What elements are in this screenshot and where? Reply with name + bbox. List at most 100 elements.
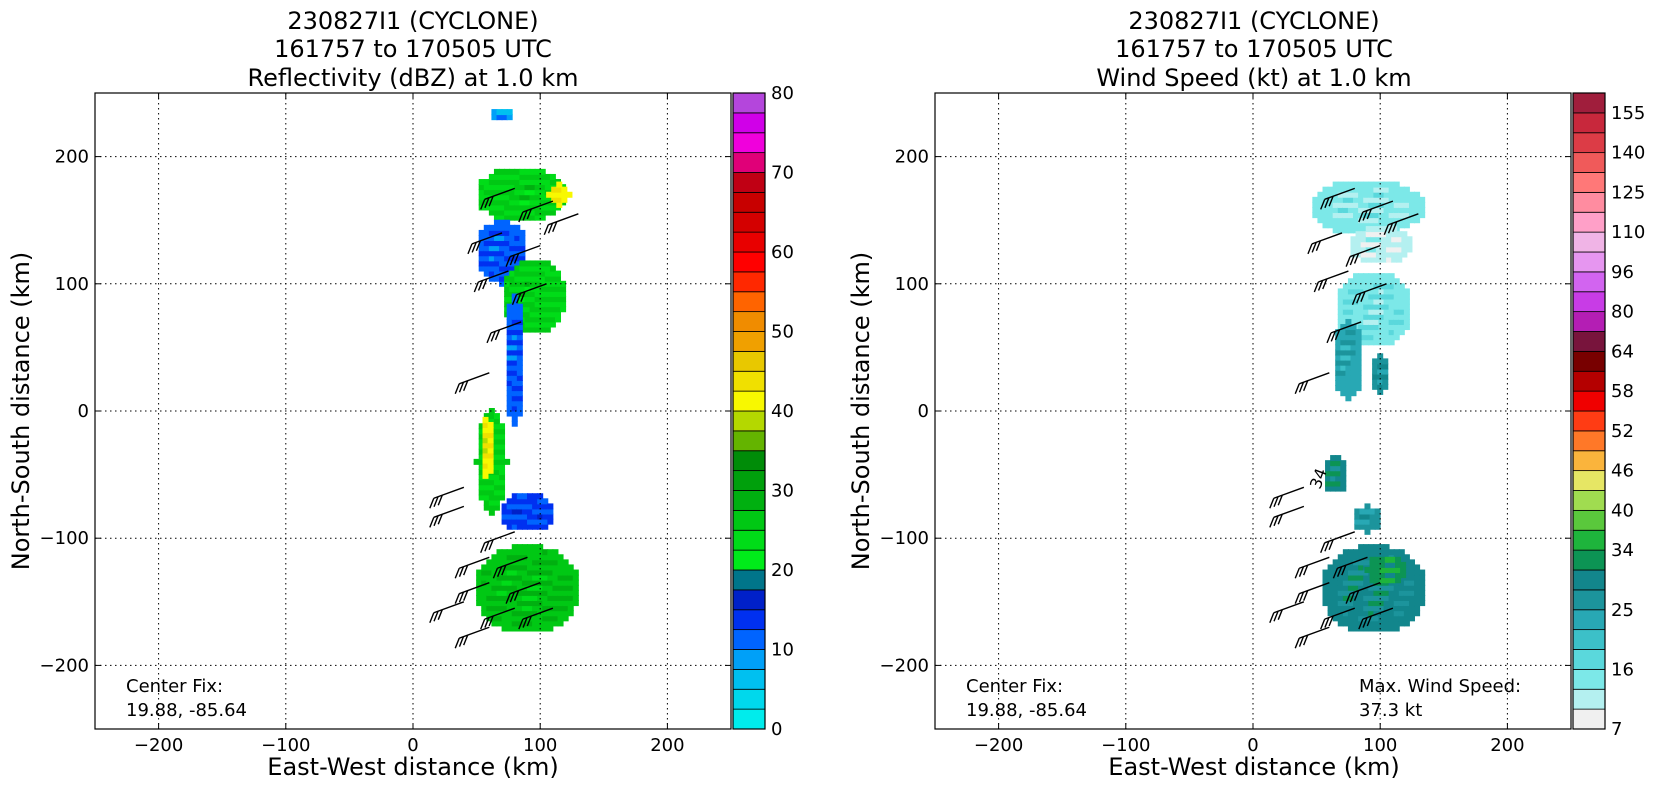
field-cell — [1398, 594, 1405, 601]
field-cell — [524, 316, 531, 323]
field-cell — [511, 349, 518, 356]
field-cell — [514, 184, 521, 191]
field-cell — [1414, 574, 1421, 581]
field-cell — [1353, 564, 1360, 571]
field-cell — [488, 204, 495, 211]
field-cell — [1358, 544, 1365, 551]
field-cell — [511, 579, 518, 586]
field-cell — [537, 549, 544, 556]
colorbar-segment — [732, 470, 766, 491]
field-cell — [1353, 600, 1360, 607]
field-cell — [529, 311, 536, 318]
field-cell — [555, 285, 562, 292]
field-cell — [539, 189, 546, 196]
field-cell — [1395, 572, 1402, 579]
field-cell — [509, 184, 516, 191]
field-cell — [1378, 313, 1385, 320]
field-cell — [529, 306, 536, 313]
field-cell — [1335, 460, 1342, 467]
field-cell — [509, 280, 516, 287]
field-cell — [1375, 226, 1382, 233]
field-cell — [1419, 196, 1426, 203]
field-cell — [493, 448, 500, 455]
field-cell — [1373, 584, 1380, 591]
field-cell — [1403, 600, 1410, 607]
field-cell — [1337, 191, 1344, 198]
field-cell — [1374, 523, 1381, 530]
field-cell — [1337, 308, 1344, 315]
field-cell — [483, 245, 490, 252]
field-cell — [1353, 196, 1360, 203]
field-cell — [1342, 554, 1349, 561]
field-cell — [532, 513, 539, 520]
field-cell — [1337, 186, 1344, 193]
field-cell — [506, 380, 513, 387]
field-cell — [1355, 231, 1362, 238]
field-cell — [1373, 589, 1380, 596]
field-cell — [504, 224, 511, 231]
colorbar-segment — [1572, 629, 1606, 650]
field-cell — [501, 554, 508, 561]
field-cell — [488, 499, 495, 506]
field-cell — [506, 318, 513, 325]
field-cell — [1350, 334, 1357, 341]
field-cell — [1388, 273, 1395, 280]
field-cell — [481, 584, 488, 591]
field-cell — [534, 179, 541, 186]
field-cell — [481, 610, 488, 617]
field-blob — [1325, 455, 1347, 492]
field-cell — [1340, 364, 1347, 371]
field-cell — [547, 600, 554, 607]
field-cell — [496, 584, 503, 591]
field-cell — [1355, 246, 1362, 253]
field-cell — [488, 224, 495, 231]
field-cell — [1388, 303, 1395, 310]
field-cell — [506, 395, 513, 402]
field-cell — [1368, 196, 1375, 203]
field-cell — [1332, 579, 1339, 586]
field-cell — [1414, 600, 1421, 607]
field-cell — [1383, 620, 1390, 627]
field-cell — [552, 579, 559, 586]
field-cell — [534, 260, 541, 267]
field-cell — [519, 245, 526, 252]
field-cell — [524, 285, 531, 292]
field-cell — [1409, 594, 1415, 601]
field-cell — [1350, 339, 1357, 346]
field-cell — [504, 173, 511, 180]
field-cell — [1350, 251, 1357, 258]
field-cell — [499, 423, 506, 430]
field-cell — [1365, 231, 1372, 238]
field-cell — [488, 504, 495, 511]
field-cell — [1347, 574, 1354, 581]
field-cell — [516, 600, 523, 607]
field-cell — [1342, 181, 1349, 188]
field-cell — [1383, 610, 1390, 617]
field-cell — [562, 600, 569, 607]
field-cell — [1354, 518, 1361, 525]
field-cell — [534, 184, 541, 191]
field-cell — [532, 610, 539, 617]
field-cell — [1398, 288, 1405, 295]
field-cell — [524, 301, 531, 308]
wind-barb — [1269, 486, 1305, 509]
field-cell — [486, 569, 493, 576]
field-cell — [506, 610, 513, 617]
field-cell — [524, 204, 531, 211]
reflectivity-panel: 230827I1 (CYCLONE) 161757 to 170505 UTC … — [7, 7, 794, 781]
field-cell — [532, 589, 539, 596]
field-cell — [514, 214, 521, 221]
field-cell — [1322, 212, 1329, 219]
field-cell — [529, 265, 536, 272]
field-cell — [524, 265, 531, 272]
field-cell — [1350, 329, 1357, 336]
field-cell — [506, 589, 513, 596]
field-cell — [1396, 256, 1403, 263]
field-cell — [544, 270, 551, 277]
field-cell — [1414, 589, 1421, 596]
field-cell — [1327, 610, 1334, 617]
colorbar-tick-label: 30 — [771, 481, 794, 502]
field-cell — [496, 605, 503, 612]
field-cell — [547, 559, 554, 566]
